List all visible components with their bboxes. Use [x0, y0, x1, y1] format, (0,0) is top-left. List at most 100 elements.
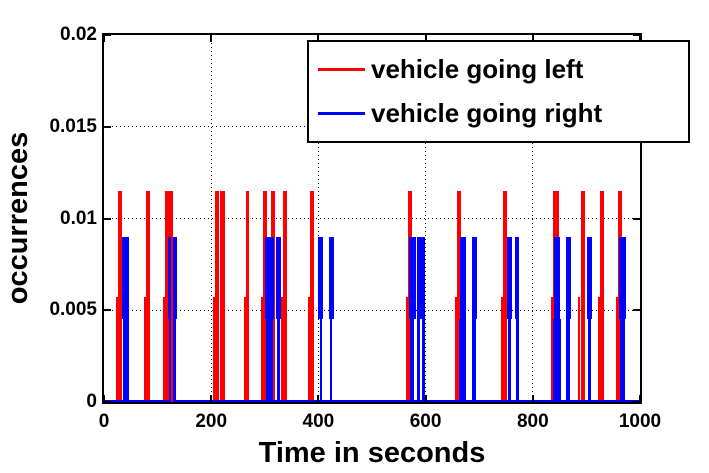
- red-bar: [580, 190, 585, 402]
- blue-bar-upper: [318, 236, 324, 320]
- blue-bar-upper: [471, 236, 477, 320]
- blue-bar-upper: [515, 236, 520, 320]
- x-tick-label: 400: [302, 411, 335, 432]
- red-bar: [145, 190, 150, 402]
- blue-bar-lower: [319, 319, 322, 402]
- blue-bar-lower: [122, 319, 129, 402]
- y-tick-right: [633, 309, 640, 312]
- y-tick-right: [633, 401, 640, 403]
- red-bar: [283, 190, 288, 402]
- x-tick-top: [210, 35, 213, 42]
- red-half-bar: [143, 297, 146, 402]
- blue-bar-upper: [619, 236, 627, 320]
- x-tick-top: [531, 35, 534, 42]
- legend-label: vehicle going left: [371, 54, 584, 85]
- red-bar: [456, 190, 461, 402]
- x-tick-top: [424, 35, 427, 42]
- blue-bar-upper: [408, 236, 416, 320]
- x-tick-label: 0: [98, 411, 110, 432]
- blue-baseline: [104, 400, 640, 402]
- red-half-bar: [115, 297, 118, 402]
- blue-bar-lower: [472, 319, 477, 402]
- blue-bar-lower: [266, 319, 274, 402]
- y-tick-right: [633, 34, 640, 36]
- red-half-bar: [307, 297, 310, 402]
- red-bar: [599, 190, 604, 402]
- red-bar: [262, 190, 267, 402]
- red-half-bar: [500, 297, 503, 402]
- red-overlay-bar: [171, 190, 174, 402]
- red-bar: [219, 190, 225, 402]
- blue-bar-upper: [421, 236, 426, 320]
- blue-bar-upper: [122, 236, 130, 320]
- red-half-bar: [550, 297, 553, 402]
- blue-bar-upper: [265, 236, 275, 320]
- blue-bar-upper: [554, 236, 561, 320]
- blue-bar-lower: [410, 319, 415, 402]
- blue-bar-upper: [586, 236, 592, 320]
- red-bar: [246, 190, 250, 402]
- blue-bar-upper: [276, 236, 282, 320]
- legend-line-right: [318, 111, 365, 115]
- blue-bar-lower: [330, 319, 333, 402]
- red-half-bar: [454, 297, 457, 402]
- y-tick-label: 0: [86, 391, 97, 412]
- x-tick-bottom: [103, 395, 105, 402]
- grid-line-horizontal: [104, 309, 640, 311]
- red-bar: [502, 190, 507, 402]
- blue-bar-lower: [277, 319, 281, 402]
- red-half-bar: [615, 297, 618, 402]
- x-tick-top: [103, 35, 105, 42]
- x-tick-label: 200: [195, 411, 228, 432]
- blue-bar-upper: [565, 236, 571, 320]
- y-tick-left: [104, 309, 111, 312]
- legend-line-left: [318, 68, 365, 72]
- legend-label: vehicle going right: [371, 97, 603, 128]
- blue-bar-lower: [417, 319, 421, 402]
- blue-bar-upper: [416, 236, 421, 320]
- x-axis-title: Time in seconds: [258, 437, 486, 469]
- red-bar: [215, 190, 220, 402]
- x-tick-top: [639, 35, 641, 42]
- y-tick-label: 0.005: [49, 299, 97, 321]
- blue-bar-lower: [508, 319, 512, 402]
- grid-line-horizontal: [104, 218, 640, 219]
- blue-bar-lower: [587, 319, 591, 402]
- blue-bar-lower: [515, 319, 519, 402]
- red-half-bar: [405, 297, 408, 402]
- y-tick-right: [633, 217, 640, 220]
- x-tick-top: [317, 35, 320, 42]
- x-tick-label: 600: [409, 411, 442, 432]
- legend-entry: vehicle going right: [309, 98, 688, 129]
- legend: vehicle going left vehicle going right: [307, 40, 690, 143]
- blue-bar-lower: [459, 319, 467, 402]
- red-half-bar: [260, 297, 263, 402]
- red-bar: [309, 190, 314, 402]
- red-bar: [118, 190, 123, 402]
- x-tick-label: 1000: [618, 411, 662, 432]
- y-tick-label: 0.01: [60, 207, 97, 229]
- red-half-bar: [578, 297, 581, 402]
- red-half-bar: [597, 297, 600, 402]
- blue-bar-upper: [507, 236, 513, 320]
- x-tick-bottom: [531, 395, 534, 402]
- red-half-bar: [163, 297, 166, 402]
- x-tick-bottom: [317, 395, 320, 402]
- blue-bar-lower: [620, 319, 626, 402]
- y-tick-left: [104, 401, 111, 403]
- x-tick-bottom: [424, 395, 427, 402]
- x-tick-label: 800: [516, 411, 549, 432]
- legend-entry: vehicle going left: [309, 54, 688, 85]
- blue-bar-lower: [566, 319, 571, 402]
- x-tick-bottom: [639, 395, 641, 402]
- red-half-bar: [280, 297, 283, 402]
- y-tick-left: [104, 217, 111, 220]
- blue-bar-upper: [459, 236, 466, 320]
- y-tick-left: [104, 34, 111, 36]
- blue-bar-upper: [328, 236, 334, 320]
- blue-bar-lower: [553, 319, 562, 402]
- y-tick-label: 0.02: [60, 24, 97, 45]
- blue-bar-lower: [421, 319, 425, 402]
- red-half-bar: [212, 297, 215, 402]
